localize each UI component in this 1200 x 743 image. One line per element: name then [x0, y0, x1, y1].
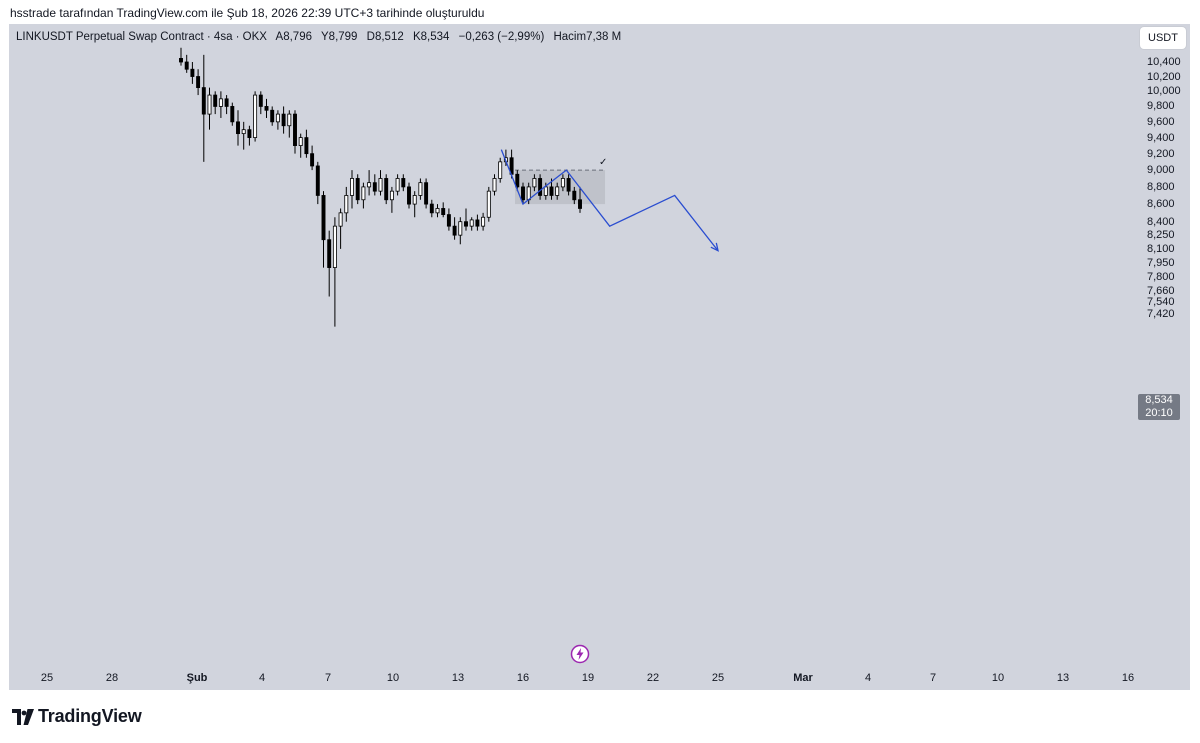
- tradingview-logo[interactable]: TradingView: [12, 706, 142, 727]
- tradingview-logo-icon: [12, 708, 34, 725]
- currency-button[interactable]: USDT: [1140, 27, 1186, 49]
- ohlc-change: −0,263 (−2,99%): [458, 31, 545, 43]
- price-axis-label: 9,400: [1147, 131, 1175, 144]
- price-axis-label: 10,000: [1147, 85, 1181, 98]
- chart-caption: hsstrade tarafından TradingView.com ile …: [10, 6, 485, 20]
- price-axis-label: 9,600: [1147, 115, 1175, 128]
- time-axis-label: 7: [929, 672, 937, 684]
- symbol-legend[interactable]: LINKUSDT Perpetual Swap Contract · 4sa ·…: [16, 31, 627, 43]
- time-axis-label: 22: [646, 672, 660, 684]
- price-axis-label: 8,100: [1147, 242, 1175, 255]
- ohlc-low: D8,512: [366, 31, 404, 43]
- price-axis-label: 10,400: [1147, 56, 1181, 68]
- time-axis-label: 16: [1121, 672, 1135, 684]
- bar-countdown: 20:10: [1145, 407, 1173, 419]
- price-axis-label: 8,400: [1147, 215, 1175, 228]
- price-axis-label: 7,540: [1147, 296, 1175, 309]
- lightning-icon[interactable]: [570, 644, 590, 664]
- ohlc-high: Y8,799: [321, 31, 358, 43]
- price-axis-label: 7,950: [1147, 256, 1175, 269]
- price-axis-label: 9,800: [1147, 100, 1175, 113]
- price-axis-label: 7,420: [1147, 308, 1175, 321]
- price-axis-label: 7,660: [1147, 284, 1175, 297]
- volume-label: Hacim7,38 M: [553, 31, 622, 43]
- time-axis-label: 4: [258, 672, 266, 684]
- price-axis-label: 8,600: [1147, 198, 1175, 211]
- last-price-value: 8,534: [1145, 394, 1173, 406]
- time-axis-label: Şub: [186, 672, 208, 684]
- time-axis-label: 28: [105, 672, 119, 684]
- price-axis-label: 10,200: [1147, 70, 1181, 83]
- last-price-tag: 8,534 20:10: [1138, 394, 1180, 420]
- time-axis-label: 25: [711, 672, 725, 684]
- time-axis-label: 16: [516, 672, 530, 684]
- ohlc-open: A8,796: [275, 31, 312, 43]
- time-axis-label: 13: [451, 672, 465, 684]
- price-axis-label: 9,000: [1147, 164, 1175, 177]
- tradingview-logo-text: TradingView: [38, 706, 142, 726]
- time-axis-label: 7: [324, 672, 332, 684]
- time-axis-label: 13: [1056, 672, 1070, 684]
- chart-pane[interactable]: [9, 24, 1190, 690]
- time-axis-label: 25: [40, 672, 54, 684]
- price-axis-label: 8,800: [1147, 180, 1175, 193]
- symbol-name[interactable]: LINKUSDT Perpetual Swap Contract · 4sa ·…: [16, 31, 267, 43]
- time-axis-label: Mar: [793, 672, 813, 684]
- time-axis-label: 10: [991, 672, 1005, 684]
- time-axis-label: 4: [864, 672, 872, 684]
- price-axis-label: 7,800: [1147, 271, 1175, 284]
- time-axis-label: 10: [386, 672, 400, 684]
- ohlc-close: K8,534: [412, 31, 450, 43]
- price-axis-label: 9,200: [1147, 147, 1175, 160]
- time-axis-label: 19: [581, 672, 595, 684]
- price-axis-label: 8,250: [1147, 229, 1175, 242]
